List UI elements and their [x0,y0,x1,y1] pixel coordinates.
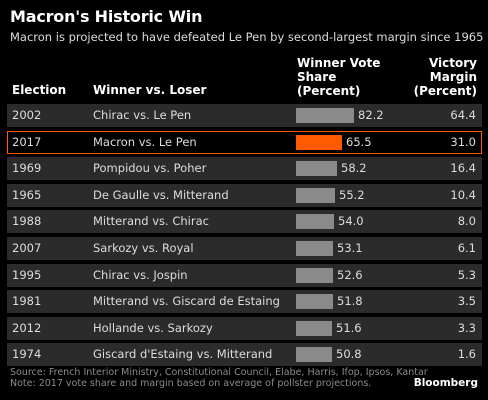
source-line: Source: French Interior Ministry, Consti… [10,367,428,378]
matchup: Pompidou vs. Poher [93,161,207,176]
election-year: 1981 [12,294,42,309]
vote-share-bar [296,187,335,203]
table-row: 1988 Mitterand vs. Chirac 54.0 8.0 [7,210,482,234]
table-row: 1969 Pompidou vs. Poher 58.2 16.4 [7,157,482,181]
chart-title: Macron's Historic Win [10,7,203,26]
victory-margin: 3.3 [457,320,476,335]
vote-share-label: 50.8 [336,347,362,362]
bloomberg-logo: Bloomberg [413,377,478,389]
table-row: 1981 Mitterand vs. Giscard de Estaing 51.8… [7,290,482,314]
source-note: Source: French Interior Ministry, Consti… [10,367,428,389]
vote-share-label: 54.0 [338,214,364,229]
vote-share-bar [296,320,332,336]
table-row: 1974 Giscard d'Estaing vs. Mitterand 50.8 1… [7,343,482,367]
vote-share-bar [296,161,337,177]
header-vote-share-line1: Winner Vote [297,56,381,70]
matchup: Giscard d'Estaing vs. Mitterand [93,347,273,362]
election-year: 1995 [12,267,42,282]
header-margin-line2: Margin [429,70,477,84]
table-row: 1965 De Gaulle vs. Mitterand 55.2 10.4 [7,183,482,207]
matchup: Mitterand vs. Giscard de Estaing [93,294,280,309]
victory-margin: 31.0 [450,134,476,149]
vote-share-bar [296,294,333,310]
vote-share-label: 55.2 [339,187,365,202]
election-year: 1988 [12,214,42,229]
election-year: 2012 [12,320,42,335]
vote-share-label: 51.8 [337,294,363,309]
table-row: 1995 Chirac vs. Jospin 52.6 5.3 [7,263,482,287]
vote-share-bar [296,214,334,230]
results-table: 2002 Chirac vs. Le Pen 82.2 64.4 2017 Macron … [7,104,482,370]
matchup: Chirac vs. Jospin [93,267,188,282]
vote-share-bar [296,347,332,363]
victory-margin: 64.4 [450,108,476,122]
matchup: De Gaulle vs. Mitterand [93,187,229,202]
vote-share-label: 58.2 [341,161,367,176]
matchup: Hollande vs. Sarkozy [93,320,213,335]
vote-share-label: 52.6 [337,267,363,282]
victory-margin: 8.0 [457,214,476,229]
table-row: 2007 Sarkozy vs. Royal 53.1 6.1 [7,236,482,260]
vote-share-bar [296,240,333,256]
election-year: 1969 [12,161,42,176]
vote-share-label: 82.2 [358,108,384,122]
vote-share-label: 53.1 [337,240,363,255]
election-year: 2017 [12,134,42,149]
table-row: 2002 Chirac vs. Le Pen 82.2 64.4 [7,104,482,127]
victory-margin: 10.4 [450,187,476,202]
vote-share-label: 51.6 [336,320,362,335]
header-vote-share-line3: (Percent) [297,84,361,98]
vote-share-bar [296,267,333,283]
matchup: Macron vs. Le Pen [93,134,197,149]
election-year: 1965 [12,187,42,202]
victory-margin: 3.5 [457,294,476,309]
chart-subtitle: Macron is projected to have defeated Le … [10,30,484,44]
victory-margin: 6.1 [457,240,476,255]
table-row: 2012 Hollande vs. Sarkozy 51.6 3.3 [7,316,482,340]
header-vote-share-line2: Share [297,70,337,84]
victory-margin: 1.6 [457,347,476,362]
election-year: 2007 [12,240,42,255]
table-row-highlight: 2017 Macron vs. Le Pen 65.5 31.0 [7,130,482,154]
matchup: Sarkozy vs. Royal [93,240,194,255]
vote-share-bar [296,108,354,123]
header-election: Election [12,83,67,97]
header-margin-line1: Victory [428,56,477,70]
victory-margin: 5.3 [457,267,476,282]
vote-share-label: 65.5 [346,134,372,149]
matchup: Mitterand vs. Chirac [93,214,209,229]
victory-margin: 16.4 [450,161,476,176]
matchup: Chirac vs. Le Pen [93,108,192,122]
election-year: 1974 [12,347,42,362]
election-year: 2002 [12,108,42,122]
note-line: Note: 2017 vote share and margin based o… [10,378,372,389]
header-matchup: Winner vs. Loser [93,83,207,97]
header-margin-line3: (Percent) [413,84,477,98]
vote-share-bar [296,134,342,150]
